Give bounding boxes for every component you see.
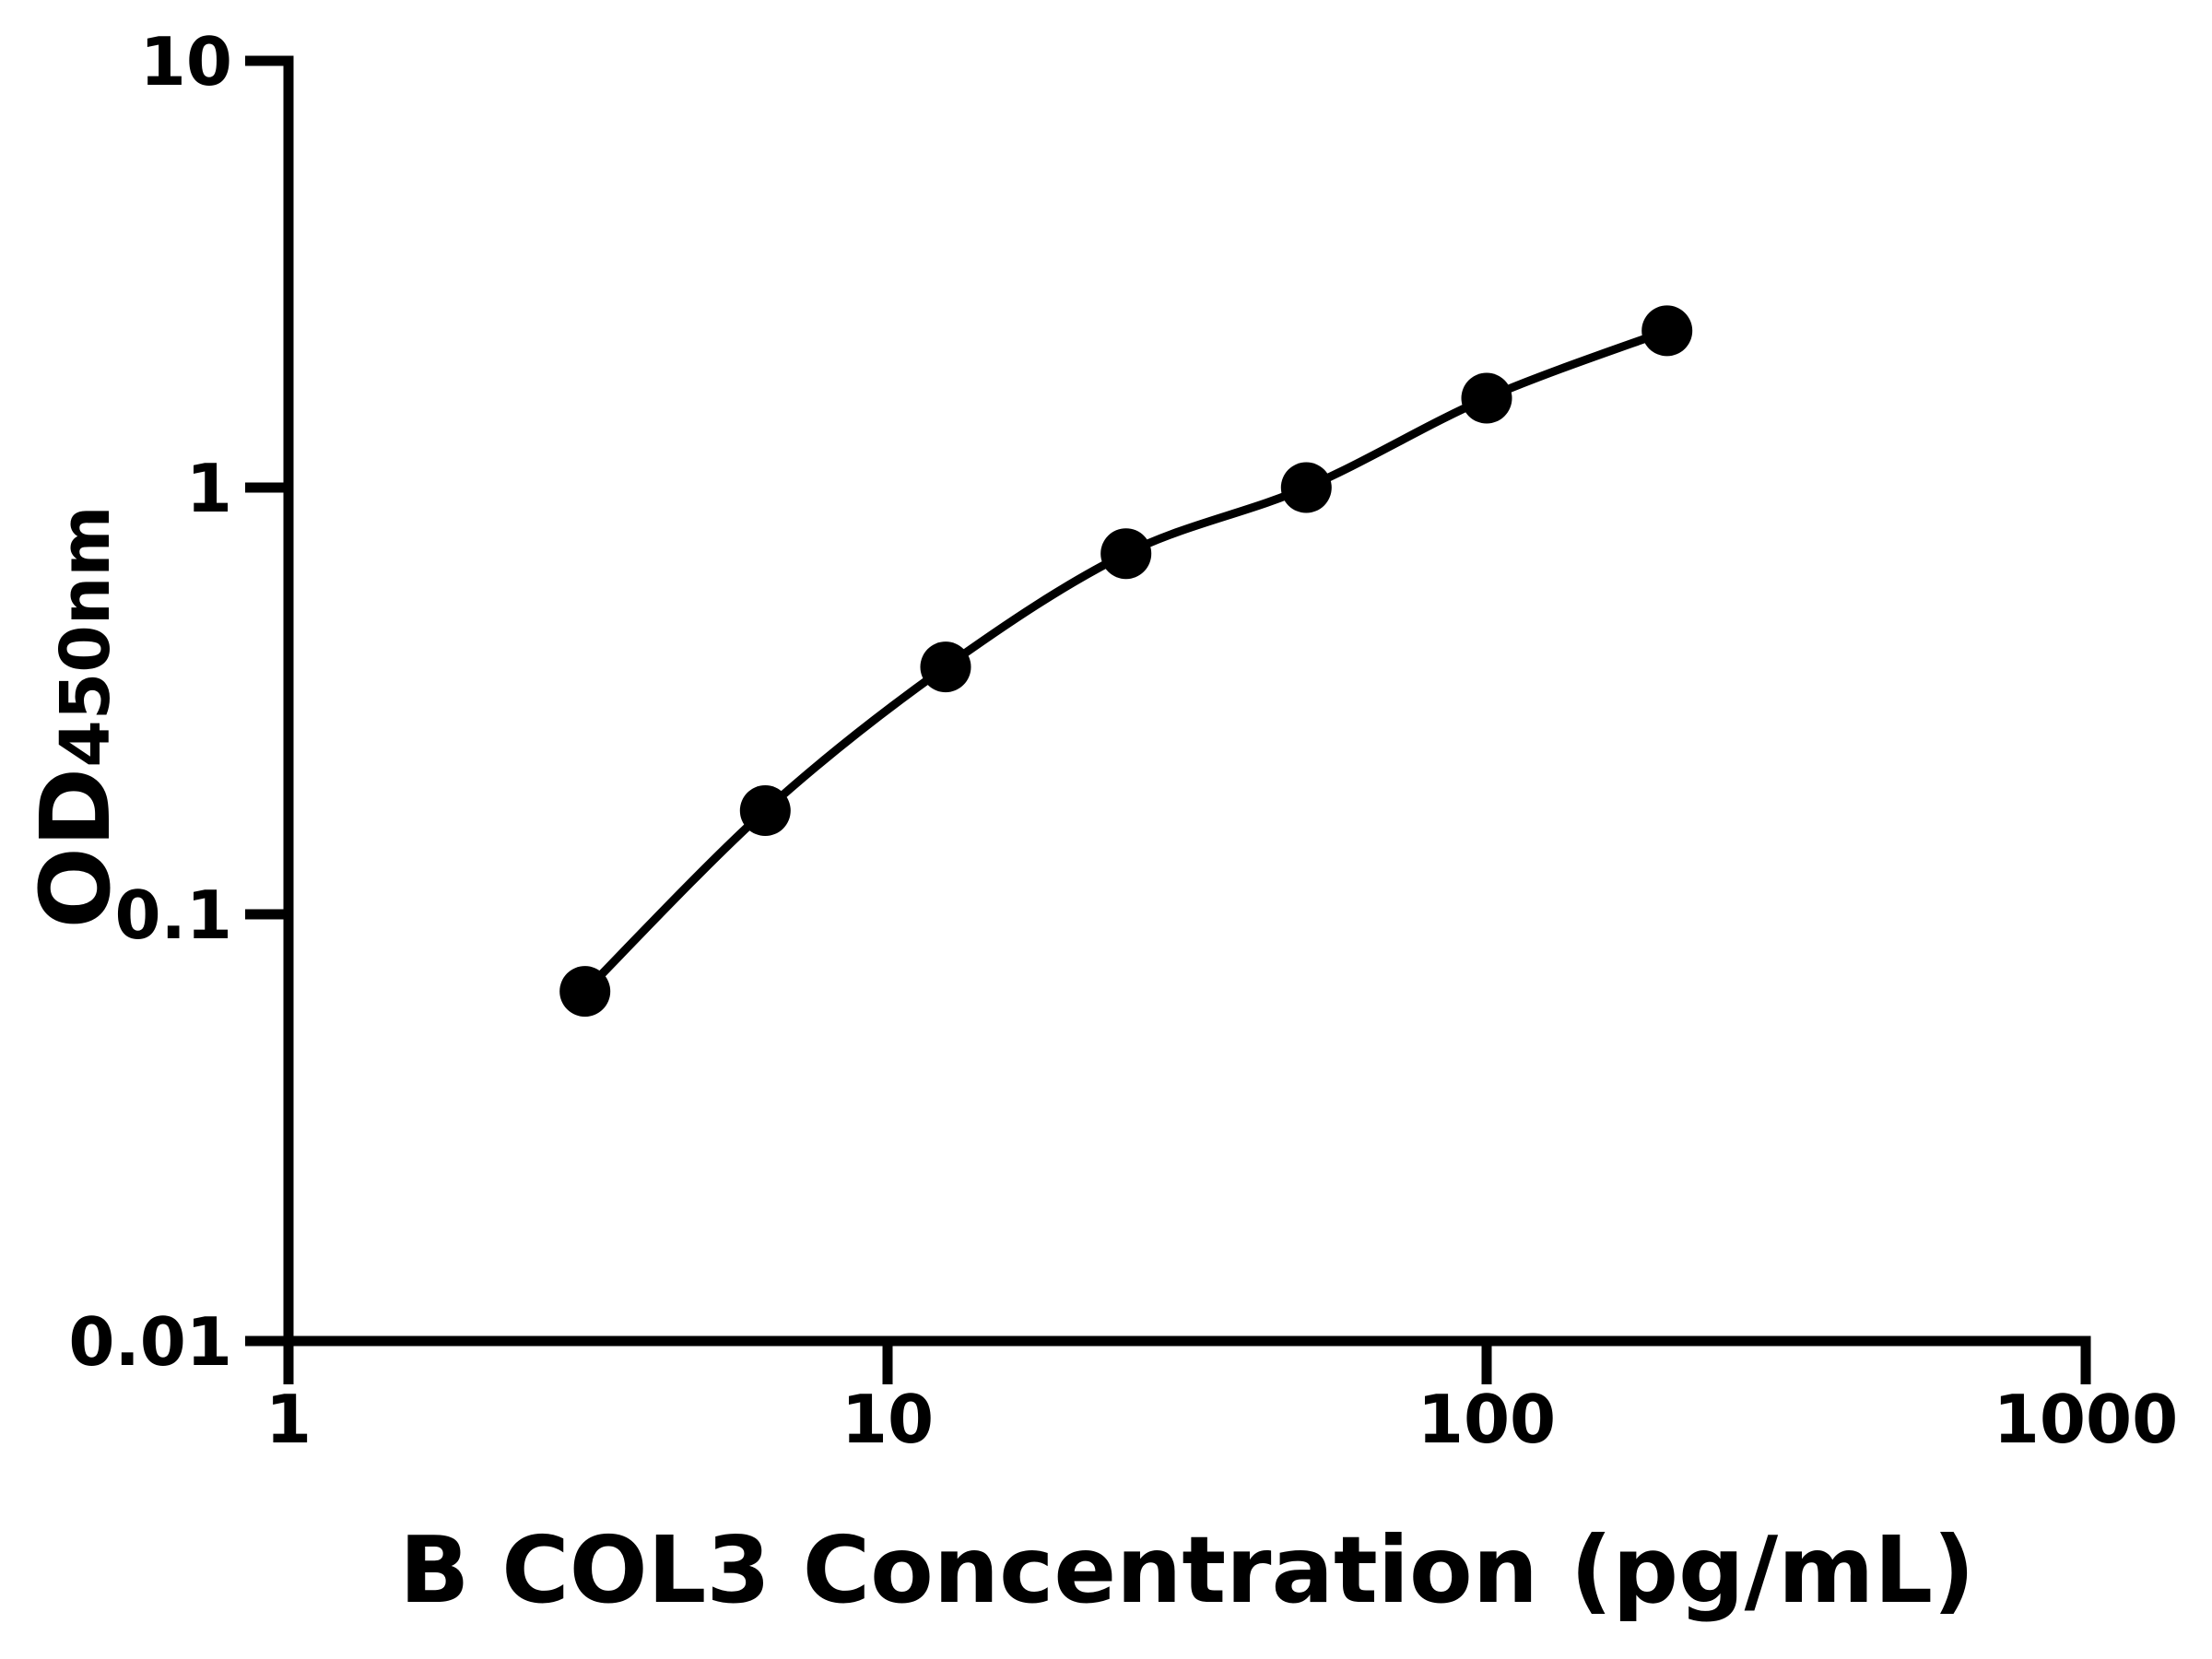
x-tick-label: 100 [1418, 1381, 1556, 1458]
y-axis-title: OD450nm [19, 505, 132, 928]
x-axis-title: B COL3 Concentration (pg/mL) [399, 1516, 1975, 1624]
data-point [1100, 528, 1152, 580]
y-tick-label: 0.1 [114, 877, 232, 954]
y-tick-label: 1 [186, 450, 232, 527]
data-point [1461, 372, 1512, 424]
x-tick-label: 1000 [1994, 1381, 2178, 1458]
x-tick-label: 10 [841, 1381, 934, 1458]
y-tick-label: 0.01 [68, 1303, 232, 1381]
data-point [1641, 305, 1693, 357]
data-point [559, 966, 611, 1018]
fitted-curve [582, 326, 1669, 994]
x-tick-label: 1 [265, 1381, 312, 1458]
y-axis-title-subscript: 450nm [46, 505, 125, 768]
y-axis-title-main: OD [19, 767, 132, 929]
y-tick-label: 10 [140, 23, 232, 100]
data-point [920, 641, 971, 693]
data-point [1280, 462, 1332, 513]
data-point [739, 785, 791, 836]
